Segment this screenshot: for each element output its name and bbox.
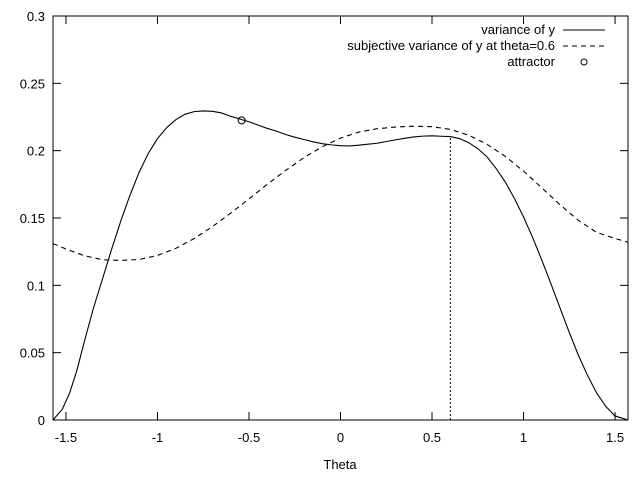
attractor-marker bbox=[237, 116, 246, 125]
y-tick-label: 0.25 bbox=[20, 76, 45, 91]
y-tick-label: 0.15 bbox=[20, 211, 45, 226]
x-tick-label: 0 bbox=[337, 430, 344, 445]
subjective-variance-line bbox=[52, 125, 629, 261]
x-tick-label: -1 bbox=[152, 430, 164, 445]
x-axis-label: Theta bbox=[323, 457, 357, 472]
y-tick-label: 0.1 bbox=[27, 278, 45, 293]
x-tick-label: -1.5 bbox=[55, 430, 77, 445]
legend-label: variance of y bbox=[481, 22, 555, 37]
x-tick-label: 1 bbox=[520, 430, 527, 445]
legend-label: attractor bbox=[507, 54, 555, 69]
y-tick-label: 0.3 bbox=[27, 9, 45, 24]
y-tick-label: 0.05 bbox=[20, 346, 45, 361]
x-tick-label: -0.5 bbox=[238, 430, 260, 445]
series-layer bbox=[52, 110, 629, 421]
y-tick-label: 0.2 bbox=[27, 144, 45, 159]
x-tick-label: 0.5 bbox=[423, 430, 441, 445]
legend-label: subjective variance of y at theta=0.6 bbox=[347, 38, 555, 53]
legend-sample-marker bbox=[580, 58, 588, 66]
x-tick-label: 1.5 bbox=[606, 430, 624, 445]
y-tick-label: 0 bbox=[38, 413, 45, 428]
plot-area-frame bbox=[52, 15, 629, 421]
axis-ticks: -1.5 -1 -0.5 0 0.5 1 1.5 0 0.05 0.1 0.15 0.2 0.25 0.3 bbox=[20, 9, 628, 445]
variance-of-y-line bbox=[52, 110, 629, 421]
